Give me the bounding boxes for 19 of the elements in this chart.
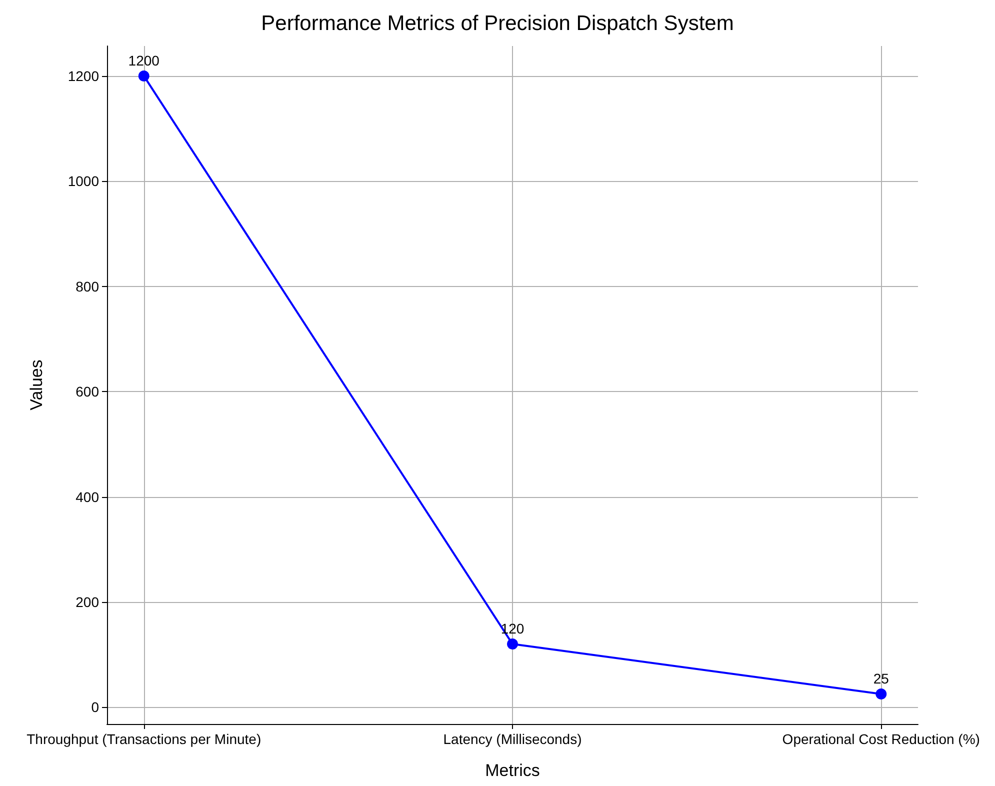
y-tick-label: 1000 — [68, 173, 100, 190]
y-tick-label: 0 — [91, 699, 100, 716]
y-tick-label: 200 — [76, 594, 100, 610]
y-tick-label: 800 — [76, 278, 100, 294]
x-tick-label: Operational Cost Reduction (%) — [782, 731, 980, 747]
data-label: 120 — [500, 620, 524, 637]
data-label: 1200 — [128, 52, 160, 68]
x-axis-title: Metrics — [485, 761, 540, 780]
y-tick-label: 600 — [76, 384, 100, 400]
point — [876, 688, 887, 700]
x-tick-label: Throughput (Transactions per Minute) — [26, 731, 262, 747]
y-axis-title: Values — [27, 360, 46, 410]
point — [138, 70, 150, 82]
y-tick-label: 1200 — [68, 68, 100, 84]
x-tick-label: Latency (Milliseconds) — [443, 731, 582, 747]
chart-title: Performance Metrics of Precision Dispatch System — [261, 12, 734, 35]
y-tick-label: 400 — [76, 488, 100, 505]
data-label: 25 — [873, 670, 890, 687]
point — [507, 638, 518, 650]
